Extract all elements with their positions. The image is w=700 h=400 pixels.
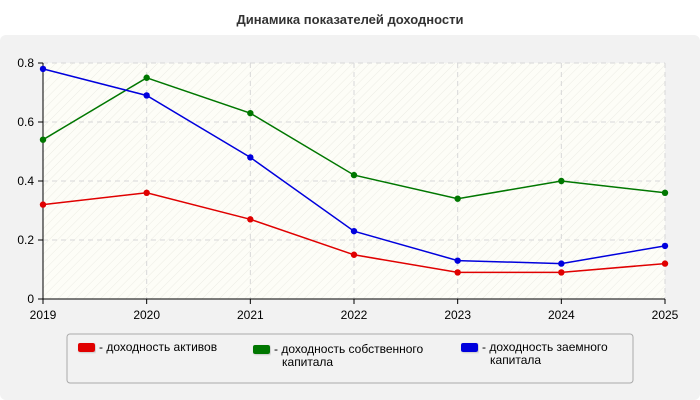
x-tick-label: 2025 bbox=[652, 308, 679, 322]
legend-swatch-2 bbox=[253, 345, 270, 354]
plot-area: 0 0.2 0.4 0.6 0.8 2019 2020 2021 2022 2023 2024 202… bbox=[17, 56, 678, 322]
data-point bbox=[454, 269, 461, 276]
x-tick-label: 2019 bbox=[30, 308, 57, 322]
data-point bbox=[454, 257, 461, 264]
data-point bbox=[143, 92, 150, 99]
data-point bbox=[247, 216, 254, 223]
data-point bbox=[143, 74, 150, 81]
data-point bbox=[558, 260, 565, 267]
data-point bbox=[350, 227, 358, 235]
legend-label-line: капитала bbox=[490, 353, 541, 367]
legend-box bbox=[66, 333, 634, 384]
x-tick-label: 2023 bbox=[444, 308, 471, 322]
data-point bbox=[39, 65, 47, 73]
x-tick-label: 2022 bbox=[341, 308, 368, 322]
y-tick-label: 0.4 bbox=[17, 174, 34, 188]
data-point bbox=[558, 269, 565, 276]
data-point bbox=[247, 109, 254, 117]
legend-label-2: - доходность собственного капитала bbox=[274, 342, 424, 369]
chart-title: Динамика показателей доходности bbox=[236, 12, 463, 27]
data-point bbox=[350, 251, 358, 258]
legend-swatch-1 bbox=[78, 343, 95, 352]
legend-label-1: - доходность активов bbox=[99, 340, 217, 354]
x-tick-label: 2021 bbox=[237, 308, 264, 322]
y-tick-label: 0.8 bbox=[17, 56, 34, 70]
legend: - доходность активов - доходность собстве… bbox=[66, 333, 634, 384]
legend-label-line: - доходность заемного bbox=[482, 340, 608, 354]
data-point bbox=[350, 171, 358, 179]
data-point bbox=[143, 189, 150, 196]
y-tick-label: 0 bbox=[27, 292, 34, 306]
data-point bbox=[661, 189, 669, 196]
legend-label-line: капитала bbox=[282, 355, 333, 369]
legend-label-line: - доходность активов bbox=[99, 340, 217, 354]
legend-swatch-3 bbox=[461, 343, 478, 352]
data-point bbox=[454, 195, 461, 202]
data-point bbox=[39, 136, 47, 143]
data-point bbox=[39, 201, 47, 208]
y-tick-label: 0.6 bbox=[17, 115, 34, 129]
x-tick-label: 2024 bbox=[548, 308, 575, 322]
y-tick-label: 0.2 bbox=[17, 233, 34, 247]
legend-label-line: - доходность собственного bbox=[274, 342, 424, 356]
data-point bbox=[247, 154, 254, 161]
data-point bbox=[661, 260, 669, 267]
data-point bbox=[558, 177, 565, 185]
x-tick-label: 2020 bbox=[133, 308, 160, 322]
data-point bbox=[661, 242, 669, 250]
legend-label-3: - доходность заемного капитала bbox=[482, 340, 608, 367]
